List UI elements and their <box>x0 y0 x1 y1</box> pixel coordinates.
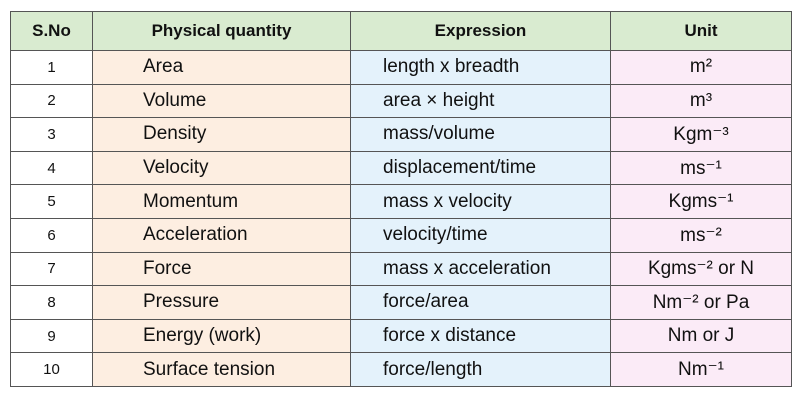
unit-cell: m³ <box>610 83 792 119</box>
table-row: 2 Volume area × height m³ <box>10 83 792 119</box>
table-body: 1 Area length x breadth m² 2 Volume area × hei… <box>10 50 792 387</box>
unit-cell: Nm⁻² or Pa <box>610 285 792 320</box>
unit-cell: m² <box>610 50 792 85</box>
header-row: S.No Physical quantity Expression Unit <box>10 11 792 51</box>
quantity-name-cell: Density <box>92 117 351 152</box>
quantity-name-cell: Velocity <box>92 150 351 186</box>
serial-number-cell: 4 <box>10 150 93 186</box>
quantity-name-cell: Acceleration <box>92 217 351 253</box>
serial-number-cell: 1 <box>10 50 93 85</box>
table-row: 3 Density mass/volume Kgm⁻³ <box>10 117 792 152</box>
quantity-name-cell: Force <box>92 251 351 287</box>
serial-number-cell: 7 <box>10 251 93 287</box>
table-container: S.No Physical quantity Expression Unit 1 Are… <box>10 11 792 387</box>
serial-number-cell: 3 <box>10 117 93 152</box>
quantity-name-cell: Pressure <box>92 285 351 320</box>
unit-cell: ms⁻² <box>610 217 792 253</box>
unit-cell: Kgms⁻² or N <box>610 251 792 287</box>
table-header: S.No Physical quantity Expression Unit <box>10 11 792 51</box>
unit-cell: Kgms⁻¹ <box>610 184 792 219</box>
quantity-name-cell: Momentum <box>92 184 351 219</box>
table-row: 6 Acceleration velocity/time ms⁻² <box>10 217 792 253</box>
expression-cell: displacement/time <box>350 150 611 186</box>
expression-cell: mass x acceleration <box>350 251 611 287</box>
expression-cell: mass/volume <box>350 117 611 152</box>
table-row: 1 Area length x breadth m² <box>10 50 792 85</box>
serial-number-cell: 5 <box>10 184 93 219</box>
expression-cell: force x distance <box>350 318 611 354</box>
unit-cell: ms⁻¹ <box>610 150 792 186</box>
header-cell: Physical quantity <box>92 11 351 51</box>
expression-cell: area × height <box>350 83 611 119</box>
quantity-name-cell: Surface tension <box>92 352 351 387</box>
table-row: 5 Momentum mass x velocity Kgms⁻¹ <box>10 184 792 219</box>
serial-number-cell: 8 <box>10 285 93 320</box>
table-row: 4 Velocity displacement/time ms⁻¹ <box>10 150 792 186</box>
table-row: 9 Energy (work) force x distance Nm or J <box>10 318 792 354</box>
table-row: 8 Pressure force/area Nm⁻² or Pa <box>10 285 792 320</box>
serial-number-cell: 10 <box>10 352 93 387</box>
unit-cell: Kgm⁻³ <box>610 117 792 152</box>
header-cell: Expression <box>350 11 611 51</box>
expression-cell: mass x velocity <box>350 184 611 219</box>
table-row: 10 Surface tension force/length Nm⁻¹ <box>10 352 792 387</box>
quantity-name-cell: Volume <box>92 83 351 119</box>
table-row: 7 Force mass x acceleration Kgms⁻² or N <box>10 251 792 287</box>
expression-cell: force/length <box>350 352 611 387</box>
table: S.No Physical quantity Expression Unit 1 Are… <box>10 11 792 387</box>
serial-number-cell: 2 <box>10 83 93 119</box>
serial-number-cell: 9 <box>10 318 93 354</box>
quantity-name-cell: Area <box>92 50 351 85</box>
header-cell: S.No <box>10 11 93 51</box>
serial-number-cell: 6 <box>10 217 93 253</box>
unit-cell: Nm or J <box>610 318 792 354</box>
header-cell: Unit <box>610 11 792 51</box>
unit-cell: Nm⁻¹ <box>610 352 792 387</box>
expression-cell: force/area <box>350 285 611 320</box>
quantity-name-cell: Energy (work) <box>92 318 351 354</box>
expression-cell: velocity/time <box>350 217 611 253</box>
expression-cell: length x breadth <box>350 50 611 85</box>
